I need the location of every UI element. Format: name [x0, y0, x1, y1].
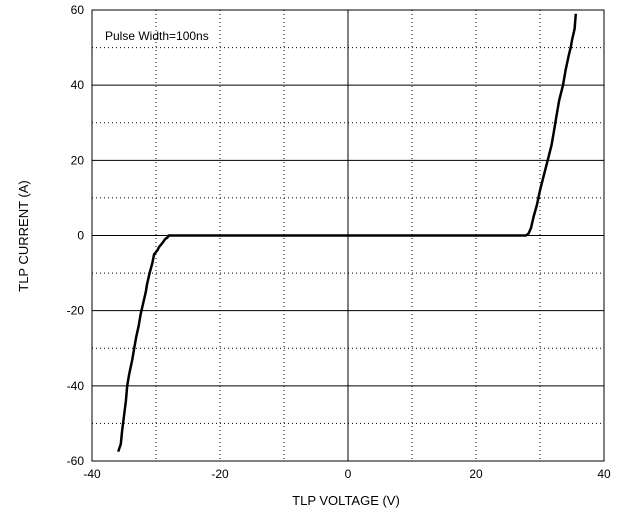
y-tick-label: 60	[71, 3, 85, 17]
annotation-pulse-width: Pulse Width=100ns	[105, 29, 209, 43]
y-tick-label: -60	[67, 454, 85, 468]
x-tick-label: 0	[345, 467, 352, 481]
x-tick-label: -20	[211, 467, 229, 481]
x-tick-label: 20	[469, 467, 483, 481]
y-tick-label: 0	[77, 229, 84, 243]
x-tick-label: 40	[597, 467, 611, 481]
y-tick-label: -40	[67, 379, 85, 393]
y-tick-label: 20	[71, 153, 85, 167]
plot-frame	[91, 9, 605, 462]
iv-curve	[117, 13, 578, 453]
y-axis-label: TLP CURRENT (A)	[16, 180, 31, 291]
y-tick-label: -20	[67, 304, 85, 318]
x-axis-label: TLP VOLTAGE (V)	[292, 493, 400, 508]
x-tick-label: -40	[83, 467, 101, 481]
y-tick-label: 40	[71, 78, 85, 92]
